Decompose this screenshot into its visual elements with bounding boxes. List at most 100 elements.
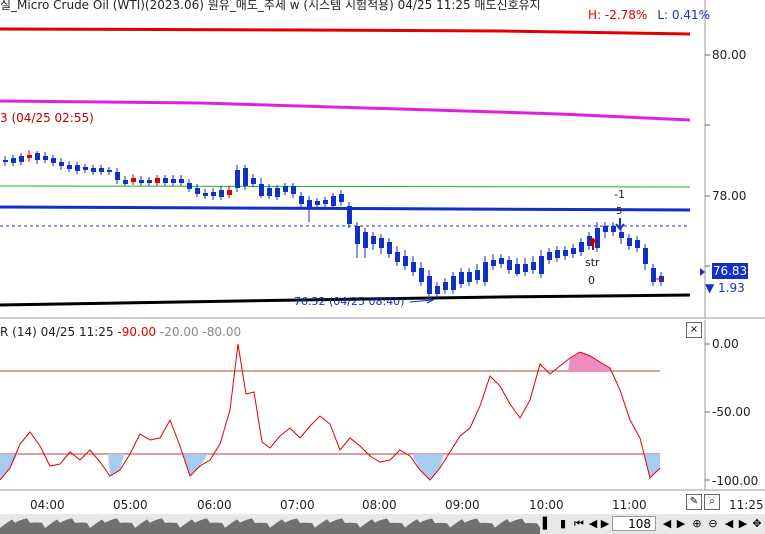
price-y-label-80: 80.00 (712, 48, 747, 62)
time-label: 08:00 (362, 498, 397, 512)
candle-body (643, 248, 648, 264)
scroll-handle[interactable]: ▌ (542, 517, 552, 530)
candle-body (595, 228, 600, 248)
candle-body (347, 206, 352, 224)
scroll-prev-icon[interactable]: ◀ (588, 517, 598, 530)
signal-mid-label: 5 (616, 206, 622, 217)
candle-body (227, 190, 232, 195)
candle-body (203, 193, 208, 196)
zoom-left-icon[interactable]: ◀ (662, 517, 672, 530)
candle-body (379, 238, 384, 248)
low-price-label: 76.52 (04/25 08:40) (294, 295, 404, 308)
candle-body (427, 276, 432, 294)
candle-body (451, 276, 456, 290)
candle-body (395, 252, 400, 262)
candle-body (19, 156, 24, 162)
signal-top-label: -1 (614, 188, 625, 201)
indicator-y-label-100: -100.00 (712, 474, 759, 488)
candle-body (387, 242, 392, 254)
candle-body (339, 194, 344, 202)
candle-body (131, 178, 136, 182)
time-label: 05:00 (113, 498, 148, 512)
candle-body (75, 165, 80, 171)
signal-zero-label: 0 (588, 274, 595, 287)
candle-body (219, 190, 224, 197)
fit-icon[interactable]: ◀ (724, 517, 734, 530)
candle-body (299, 196, 304, 204)
candle-body (355, 226, 360, 244)
candle-body (459, 272, 464, 284)
candle-body (91, 168, 96, 172)
candle-body (3, 160, 8, 162)
candle-body (563, 250, 568, 256)
zoom-input[interactable]: 108 (612, 516, 656, 531)
settings-icon[interactable]: ✥ (752, 517, 762, 530)
candle-body (627, 238, 632, 246)
candle-body (571, 248, 576, 254)
zoom-right-icon[interactable]: ▶ (676, 517, 686, 530)
candle-body (579, 242, 584, 252)
indicator-value-red: -90.00 (117, 325, 157, 339)
candle-body (515, 264, 520, 274)
candle-body (491, 260, 496, 266)
overbought-fill (568, 352, 612, 371)
indicator-y-label-50: -50.00 (712, 405, 751, 419)
williams-r-line (0, 343, 661, 481)
candle-body (211, 192, 216, 196)
play-icon[interactable]: ▶ (738, 517, 748, 530)
price-y-label-78: 78.00 (712, 189, 747, 203)
chart-title: 실_Micro Crude Oil (WTI)(2023.06) 원유_매도_추… (0, 0, 541, 12)
scroll-bar[interactable] (0, 514, 765, 534)
time-label: 04:00 (30, 498, 65, 512)
black-support-line (0, 293, 691, 307)
time-label: 06:00 (197, 498, 232, 512)
volume-overview (0, 518, 540, 534)
scroll-first-button[interactable]: ▮ (559, 517, 567, 530)
edit-icon[interactable]: ✎ (686, 494, 702, 510)
candle-body (371, 236, 376, 244)
zoom-out-icon[interactable]: ⊖ (708, 517, 718, 530)
candle-body (155, 178, 160, 183)
candle-body (555, 250, 560, 258)
candle-body (323, 200, 328, 204)
indicator-title: R (14) 04/25 11:25 -90.00 -20.00 -80.00 (0, 325, 241, 339)
low-change: L: 0.41% (657, 8, 711, 22)
scroll-rewind-icon[interactable]: ⏮ (574, 517, 584, 530)
magenta-line (0, 99, 691, 122)
candle-body (43, 156, 48, 160)
candle-body (475, 270, 480, 280)
candle-body (115, 172, 120, 180)
oversold-fill (412, 454, 444, 480)
candle-body (123, 180, 128, 184)
candle-body (267, 188, 272, 196)
time-label-last: 11:25 (729, 498, 764, 512)
indicator-panel[interactable] (0, 320, 765, 495)
candle-body (603, 226, 608, 232)
price-change: ▼ 1.93 (705, 281, 745, 295)
candle-body (59, 162, 64, 166)
candle-body (195, 188, 200, 194)
indicator-title-prefix: R (14) 04/25 11:25 (0, 325, 114, 339)
candle-body (443, 282, 448, 290)
candle-body (67, 165, 72, 169)
candle-body (483, 262, 488, 282)
candle-body (251, 178, 256, 184)
time-label: 11:00 (612, 498, 647, 512)
scroll-next-icon[interactable]: ▶ (600, 517, 610, 530)
indicator-value-gray: -20.00 -80.00 (159, 325, 242, 339)
zoom-in-icon[interactable]: ⊕ (692, 517, 702, 530)
candle-body (651, 268, 656, 282)
current-price-badge: 76.83 (712, 263, 748, 279)
candle-body (419, 268, 424, 282)
candle-body (411, 262, 416, 272)
candle-body (51, 158, 56, 163)
candle-body (171, 179, 176, 183)
candle-body (467, 272, 472, 282)
high-low-change: H: -2.78% L: 0.41% (588, 8, 710, 22)
indicator-close-icon[interactable]: × (686, 322, 702, 338)
buy-arrow-icon (588, 237, 598, 250)
candle-body (283, 186, 288, 192)
price-panel[interactable]: -1 5 str 0 76.52 (04/25 08:40) (0, 0, 765, 320)
candle-body (11, 158, 16, 163)
search-icon[interactable]: ⌕ (704, 494, 720, 510)
